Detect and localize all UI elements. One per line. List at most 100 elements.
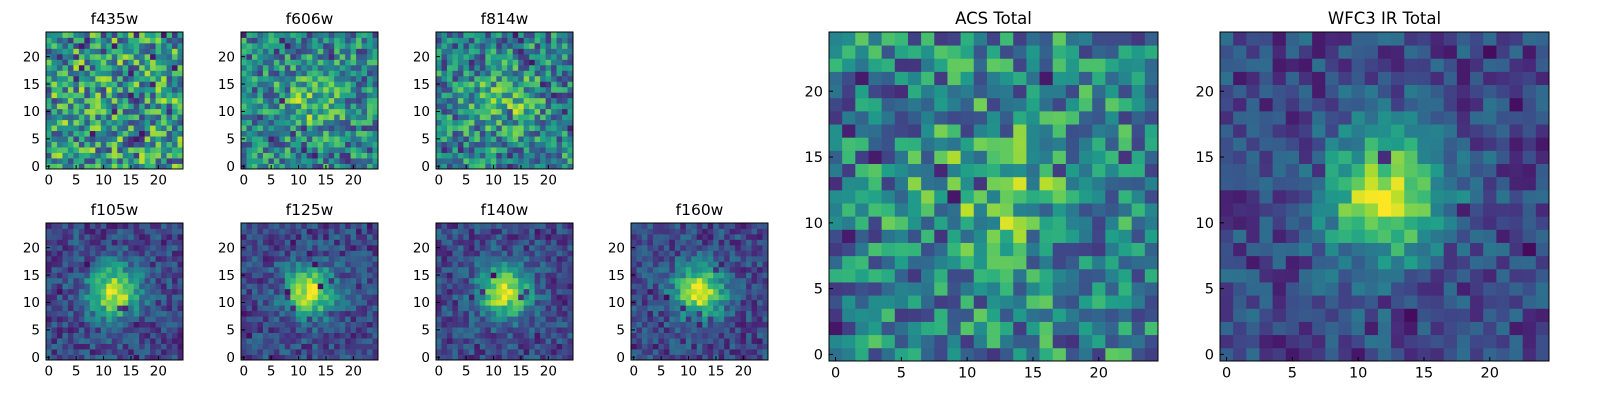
heatmap-cell (257, 310, 264, 317)
heatmap-cell (663, 239, 670, 246)
heatmap-cell (301, 228, 308, 235)
heatmap-cell (468, 158, 475, 164)
heatmap-cell (46, 321, 52, 328)
heatmap-cell (350, 261, 357, 268)
heatmap-cell (361, 294, 368, 301)
heatmap-cell (246, 114, 253, 121)
heatmap-cell (868, 268, 883, 283)
heatmap-cell (907, 334, 922, 349)
heatmap-cell (268, 42, 275, 49)
heatmap-cell (95, 327, 102, 333)
heatmap-cell (372, 343, 379, 350)
heatmap-cell (881, 176, 896, 191)
heatmap-cell (372, 86, 379, 93)
heatmap-cell (257, 141, 264, 148)
heatmap-cell (457, 244, 464, 251)
heatmap-cell (556, 32, 563, 38)
heatmap-cell (350, 125, 357, 132)
heatmap-cell (1052, 255, 1067, 270)
heatmap-cell (328, 316, 335, 323)
heatmap-cell (567, 53, 574, 60)
heatmap-cell (345, 283, 351, 290)
heatmap-cell (685, 228, 692, 235)
heatmap-cell (490, 321, 497, 328)
heatmap-cell (150, 223, 156, 229)
heatmap-cell (356, 86, 362, 93)
heatmap-cell (674, 228, 681, 235)
heatmap-cell (356, 81, 362, 88)
heatmap-cell (350, 37, 357, 44)
heatmap-cell (312, 338, 319, 344)
heatmap-cell (100, 125, 107, 132)
heatmap-cell (485, 42, 492, 49)
heatmap-cell (284, 125, 291, 132)
heatmap-cell (446, 277, 453, 284)
heatmap-cell (106, 97, 113, 104)
heatmap-cell (1105, 163, 1119, 178)
heatmap-cell (556, 250, 563, 257)
heatmap-cell (273, 125, 280, 132)
heatmap-cell (122, 70, 129, 77)
heatmap-cell (251, 299, 258, 306)
heatmap-cell (1105, 255, 1119, 270)
heatmap-cell (696, 349, 703, 355)
heatmap-cell (257, 108, 264, 115)
heatmap-cell (78, 305, 85, 312)
heatmap-cell (669, 338, 676, 344)
heatmap-cell (246, 37, 253, 44)
heatmap-cell (829, 150, 843, 164)
heatmap-cell (367, 32, 373, 38)
heatmap-cell (512, 277, 519, 284)
heatmap-cell (551, 266, 557, 273)
heatmap-cell (67, 310, 74, 317)
heatmap-cell (356, 223, 362, 229)
heatmap-cell (518, 53, 525, 60)
heatmap-cell (641, 261, 648, 268)
heatmap-cell (746, 316, 752, 323)
heatmap-cell (518, 349, 525, 355)
heatmap-cell (150, 305, 156, 312)
heatmap-cell (658, 332, 665, 339)
heatmap-cell (361, 70, 368, 77)
heatmap-cell (273, 354, 280, 361)
heatmap-cell (73, 141, 80, 148)
heatmap-cell (89, 294, 96, 301)
heatmap-cell (144, 272, 151, 279)
heatmap-cell (56, 103, 63, 110)
heatmap-cell (177, 152, 184, 159)
heatmap-cell (463, 288, 470, 295)
heatmap-cell (246, 70, 253, 77)
heatmap-cell (78, 250, 85, 257)
heatmap-cell (757, 338, 763, 344)
heatmap-cell (507, 59, 514, 66)
heatmap-cell (567, 261, 574, 268)
heatmap-cell (960, 347, 975, 362)
heatmap-cell (507, 244, 514, 251)
heatmap-cell (339, 228, 346, 235)
heatmap-cell (95, 338, 102, 344)
heatmap-cell (724, 244, 731, 251)
heatmap-cell (128, 136, 135, 142)
heatmap-cell (117, 130, 124, 137)
heatmap-cell (144, 228, 151, 235)
heatmap-cell (241, 152, 247, 159)
heatmap-cell (84, 108, 91, 115)
heatmap-cell (133, 349, 140, 355)
heatmap-cell (290, 42, 297, 49)
heatmap-cell (647, 244, 654, 251)
heatmap-cell (562, 125, 568, 132)
heatmap-cell (436, 125, 442, 132)
heatmap-cell (529, 53, 536, 60)
heatmap-cell (284, 277, 291, 284)
heatmap-cell (436, 250, 442, 257)
heatmap-cell (894, 163, 909, 178)
heatmap-cell (273, 108, 280, 115)
heatmap-cell (490, 70, 497, 77)
heatmap-cell (257, 152, 264, 159)
heatmap-cell (669, 223, 676, 229)
heatmap-cell (317, 332, 324, 339)
heatmap-cell (735, 283, 741, 290)
heatmap-cell (1013, 255, 1027, 270)
heatmap-cell (507, 70, 514, 77)
heatmap-cell (251, 332, 258, 339)
